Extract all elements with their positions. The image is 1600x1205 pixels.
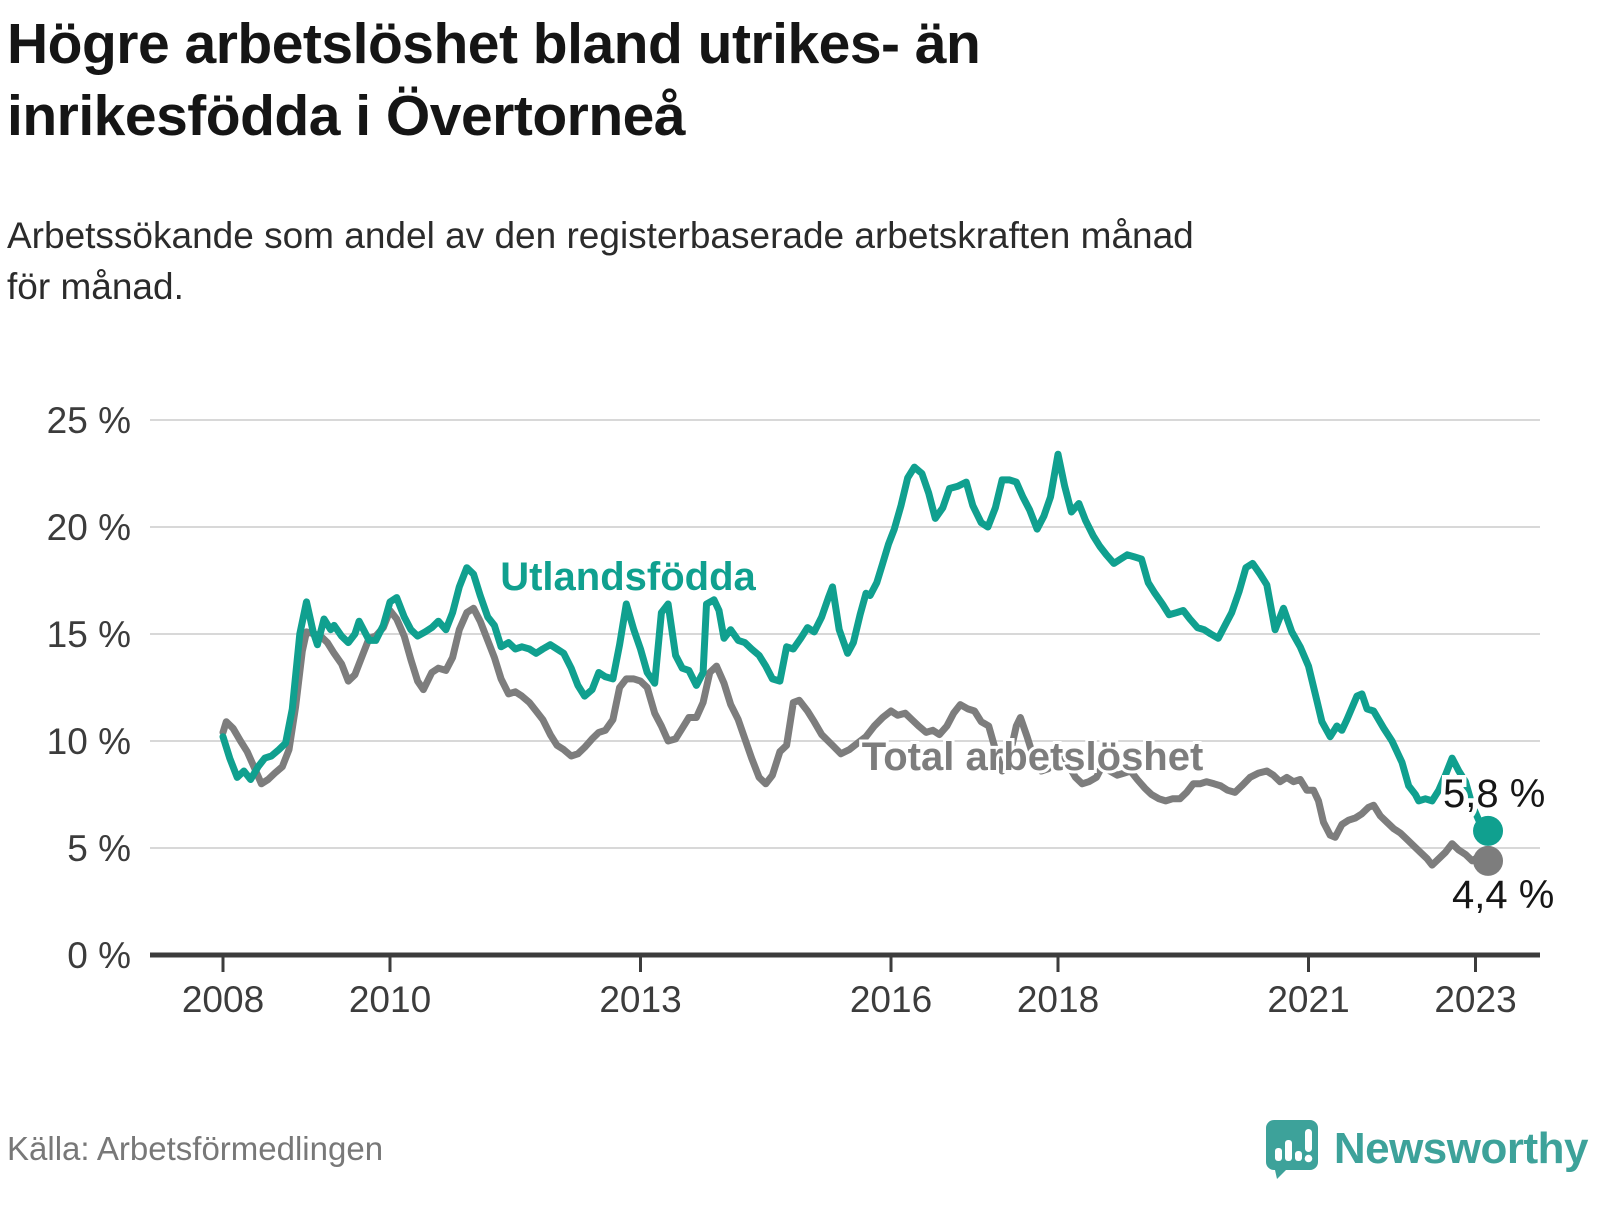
- y-axis-tick-label: 15 %: [47, 614, 131, 655]
- y-axis-tick-label: 25 %: [47, 400, 131, 441]
- x-axis-tick-label: 2023: [1434, 979, 1516, 1020]
- series-end-dot: [1473, 845, 1504, 876]
- newsworthy-logo-icon: [1265, 1120, 1318, 1179]
- x-axis-tick-label: 2018: [1017, 979, 1099, 1020]
- series-line-total: [219, 604, 1492, 869]
- series-end-dot: [1473, 815, 1504, 846]
- x-axis-tick-label: 2016: [850, 979, 932, 1020]
- page-subtitle: Arbetssökande som andel av den registerb…: [7, 215, 1194, 308]
- series-end-value-label: 4,4 %: [1452, 873, 1554, 917]
- y-axis-tick-label: 0 %: [67, 935, 131, 976]
- y-axis-tick-label: 5 %: [67, 828, 131, 869]
- x-axis-tick-label: 2013: [599, 979, 681, 1020]
- x-axis-tick-label: 2021: [1267, 979, 1349, 1020]
- page-title: Högre arbetslöshet bland utrikes- än inr…: [7, 12, 981, 149]
- x-axis-tick-label: 2008: [182, 979, 264, 1020]
- newsworthy-brand: Newsworthy: [1264, 1118, 1589, 1180]
- y-axis-tick-label: 10 %: [47, 721, 131, 762]
- y-axis-tick-label: 20 %: [47, 507, 131, 548]
- x-axis-tick-label: 2010: [349, 979, 431, 1020]
- series-end-value-label: 5,8 %: [1443, 772, 1545, 816]
- series-label: Total arbetslöshet: [862, 735, 1204, 779]
- newsworthy-wordmark: Newsworthy: [1333, 1124, 1589, 1173]
- source-note: Källa: Arbetsförmedlingen: [7, 1130, 384, 1167]
- series-label: Utlandsfödda: [500, 555, 756, 599]
- series-line-utlandsfodda: [219, 450, 1492, 835]
